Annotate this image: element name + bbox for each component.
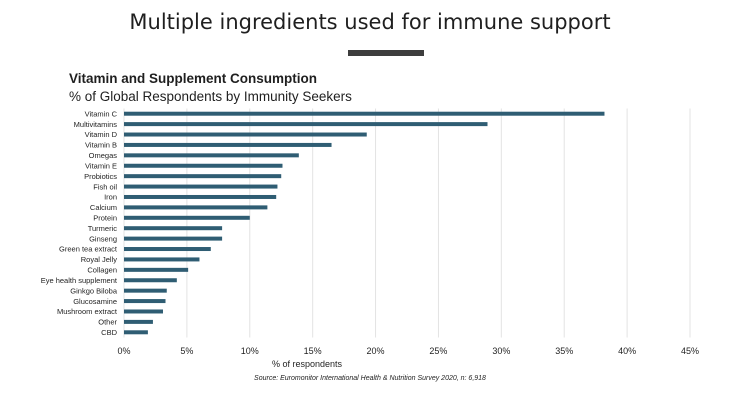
title-divider: [348, 50, 424, 56]
category-label: Probiotics: [84, 172, 117, 181]
x-tick-label: 30%: [492, 346, 510, 356]
x-tick-labels: 0% 5% 10% 15% 20% 25% 30% 35% 40% 45%: [117, 346, 699, 356]
bar: [124, 174, 282, 179]
category-label: Royal Jelly: [81, 255, 118, 264]
category-label: Vitamin D: [85, 130, 118, 139]
bar: [124, 257, 200, 262]
category-label: Vitamin C: [85, 109, 118, 118]
category-label: Iron: [104, 193, 117, 202]
bar: [124, 288, 167, 293]
bar: [124, 184, 278, 189]
x-tick-label: 40%: [618, 346, 636, 356]
chart-title: Vitamin and Supplement Consumption: [69, 71, 318, 86]
x-tick-label: 35%: [555, 346, 573, 356]
category-label: Glucosamine: [73, 297, 117, 306]
slide-title: Multiple ingredients used for immune sup…: [129, 10, 611, 34]
x-tick-label: 5%: [180, 346, 193, 356]
category-label: Omegas: [89, 151, 118, 160]
x-axis-label: % of respondents: [272, 359, 343, 369]
category-label: Collagen: [87, 266, 117, 275]
x-tick-label: 0%: [117, 346, 130, 356]
bar: [124, 153, 299, 158]
bar: [124, 122, 488, 127]
grid-lines: [123, 108, 691, 338]
bar: [124, 215, 250, 220]
bar: [124, 132, 367, 137]
bar: [124, 330, 148, 335]
category-label: Calcium: [90, 203, 117, 212]
bar: [124, 205, 268, 210]
x-tick-label: 10%: [241, 346, 259, 356]
bar: [124, 319, 153, 324]
source-note: Source: Euromonitor International Health…: [254, 375, 486, 382]
x-tick-label: 45%: [681, 346, 699, 356]
x-tick-label: 25%: [429, 346, 447, 356]
category-label: Vitamin E: [85, 161, 117, 170]
bars: [124, 111, 605, 335]
bar: [124, 247, 211, 252]
category-label: Other: [98, 318, 117, 327]
category-label: Ginkgo Biloba: [70, 286, 118, 295]
bar: [124, 142, 332, 147]
bar: [124, 236, 223, 241]
category-label: CBD: [101, 328, 117, 337]
category-label: Vitamin B: [85, 141, 117, 150]
category-label: Ginseng: [89, 234, 117, 243]
category-label: Fish oil: [93, 182, 117, 191]
category-label: Turmeric: [88, 224, 118, 233]
category-label: Eye health supplement: [41, 276, 118, 285]
bar: [124, 111, 605, 116]
bar: [124, 194, 277, 199]
category-label: Green tea extract: [59, 245, 118, 254]
x-tick-label: 15%: [304, 346, 322, 356]
category-label: Multivitamins: [74, 120, 118, 129]
bar: [124, 267, 189, 272]
category-label: Mushroom extract: [57, 307, 118, 316]
bar: [124, 163, 283, 168]
chart-subtitle: % of Global Respondents by Immunity Seek…: [69, 89, 352, 104]
bar: [124, 299, 166, 304]
bar: [124, 309, 163, 314]
category-label: Protein: [93, 213, 117, 222]
bar: [124, 226, 223, 231]
x-tick-label: 20%: [367, 346, 385, 356]
bar: [124, 278, 177, 283]
